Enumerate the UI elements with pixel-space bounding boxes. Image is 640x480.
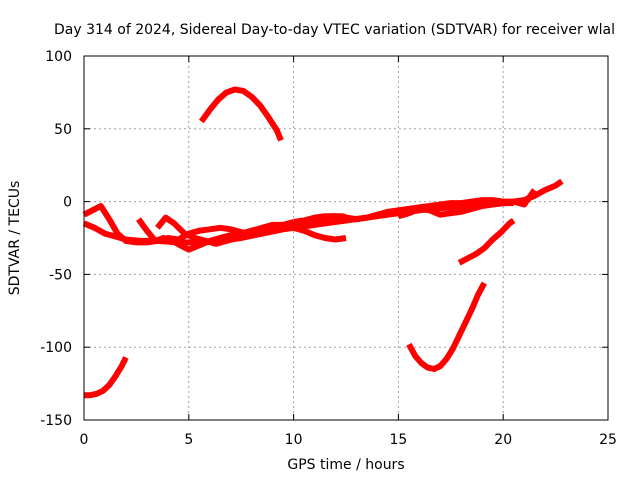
series-group (82, 86, 564, 399)
series-arc-3 (136, 217, 347, 253)
x-tick-label: 25 (599, 432, 617, 448)
y-tick-labels: 100 50 0 -50 -100 -150 (40, 49, 72, 429)
x-axis-label: GPS time / hours (287, 457, 404, 473)
x-tick-label: 20 (494, 432, 512, 448)
x-tick-label: 10 (285, 432, 303, 448)
series-arc-7 (84, 356, 129, 399)
x-tick-label: 0 (80, 432, 89, 448)
series-arc-9 (406, 281, 487, 372)
y-tick-label: 100 (45, 49, 72, 65)
chart-title: Day 314 of 2024, Sidereal Day-to-day VTE… (54, 22, 615, 38)
series-arc-5 (293, 178, 564, 225)
y-tick-label: -100 (40, 340, 72, 356)
y-axis-label: SDTVAR / TECUs (7, 181, 23, 296)
y-tick-label: 50 (54, 122, 72, 138)
series-arc-6 (397, 200, 514, 220)
x-tick-labels: 0 5 10 15 20 25 (80, 432, 617, 448)
ticks (83, 55, 609, 421)
x-tick-label: 15 (389, 432, 407, 448)
y-tick-label: -50 (49, 267, 72, 283)
series-arc-10 (457, 218, 516, 266)
y-tick-label: 0 (63, 195, 72, 211)
series-arc-8 (198, 86, 284, 142)
y-tick-label: -150 (40, 413, 72, 429)
x-tick-label: 5 (184, 432, 193, 448)
plot-frame (83, 55, 609, 421)
